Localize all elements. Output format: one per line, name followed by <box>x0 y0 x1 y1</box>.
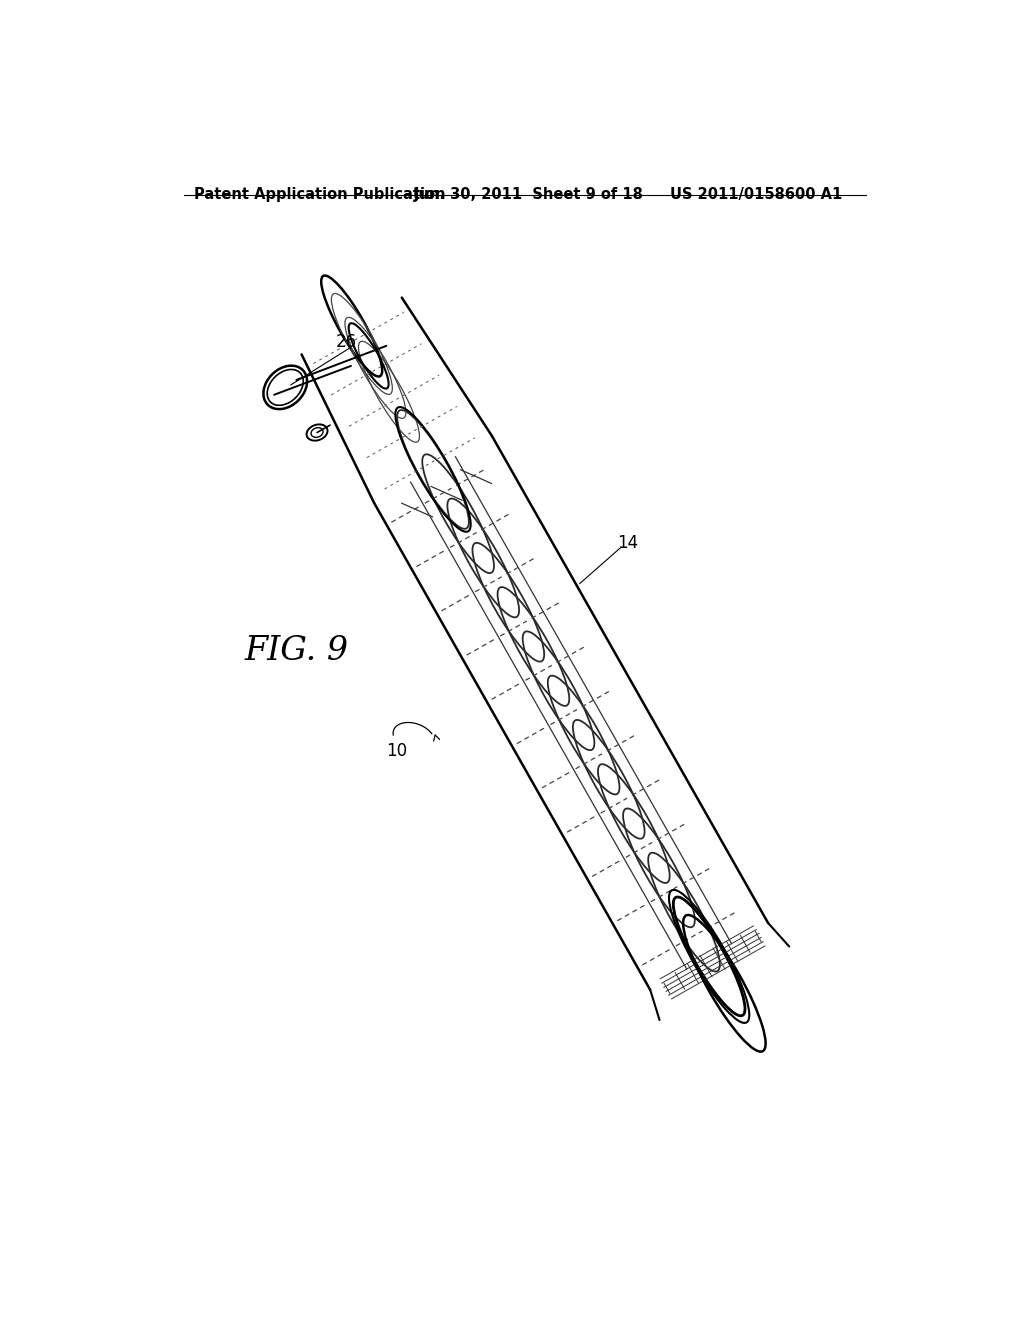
Text: US 2011/0158600 A1: US 2011/0158600 A1 <box>670 187 842 202</box>
Text: 26: 26 <box>336 333 356 351</box>
Text: FIG. 9: FIG. 9 <box>245 635 348 667</box>
Text: Jun. 30, 2011  Sheet 9 of 18: Jun. 30, 2011 Sheet 9 of 18 <box>414 187 644 202</box>
Text: 14: 14 <box>616 535 638 552</box>
Text: 10: 10 <box>386 742 407 760</box>
Text: Patent Application Publication: Patent Application Publication <box>194 187 445 202</box>
